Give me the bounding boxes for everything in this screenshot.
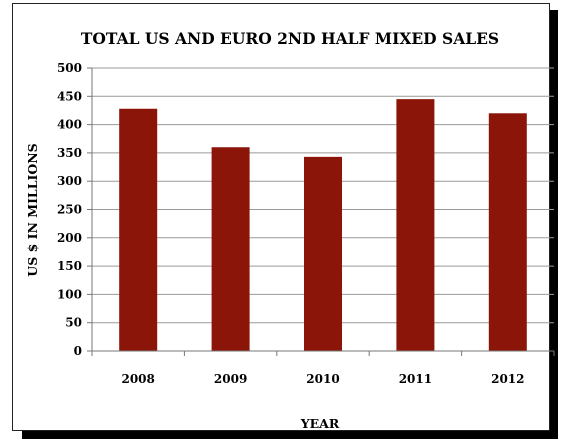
y-tick-label: 100 bbox=[57, 287, 82, 301]
bar-2008 bbox=[119, 108, 158, 351]
bar-2009 bbox=[211, 147, 250, 351]
bar-2012 bbox=[488, 113, 527, 351]
chart-title: TOTAL US AND EURO 2ND HALF MIXED SALES bbox=[81, 29, 499, 48]
y-tick-label: 250 bbox=[57, 203, 82, 217]
x-axis-ticks: 2008 2009 2010 2011 2012 bbox=[91, 351, 555, 386]
bars bbox=[119, 99, 527, 351]
bar-2011 bbox=[396, 99, 435, 351]
x-tick-label: 2009 bbox=[214, 372, 247, 386]
chart-frame bbox=[12, 3, 550, 431]
y-tick-label: 500 bbox=[57, 61, 82, 75]
x-tick-label: 2011 bbox=[399, 372, 432, 386]
x-tick-label: 2010 bbox=[306, 372, 339, 386]
y-axis-ticks: 0 50 100 150 200 250 300 350 400 450 500 bbox=[57, 61, 92, 358]
y-tick-label: 150 bbox=[57, 259, 82, 273]
y-tick-label: 300 bbox=[57, 174, 82, 188]
bar-2010 bbox=[304, 156, 342, 351]
y-tick-label: 200 bbox=[57, 231, 82, 245]
frame-shadow-right bbox=[550, 10, 558, 439]
y-tick-label: 0 bbox=[74, 344, 82, 358]
x-tick-label: 2008 bbox=[121, 372, 154, 386]
y-tick-label: 350 bbox=[57, 146, 82, 160]
frame-shadow-bottom bbox=[22, 431, 558, 439]
y-tick-label: 400 bbox=[57, 118, 82, 132]
y-tick-label: 450 bbox=[57, 89, 82, 103]
x-axis-label: YEAR bbox=[300, 416, 340, 431]
x-tick-label: 2012 bbox=[491, 372, 524, 386]
y-axis-label: US $ IN MILLIONS bbox=[25, 143, 40, 276]
y-tick-label: 50 bbox=[65, 316, 82, 330]
